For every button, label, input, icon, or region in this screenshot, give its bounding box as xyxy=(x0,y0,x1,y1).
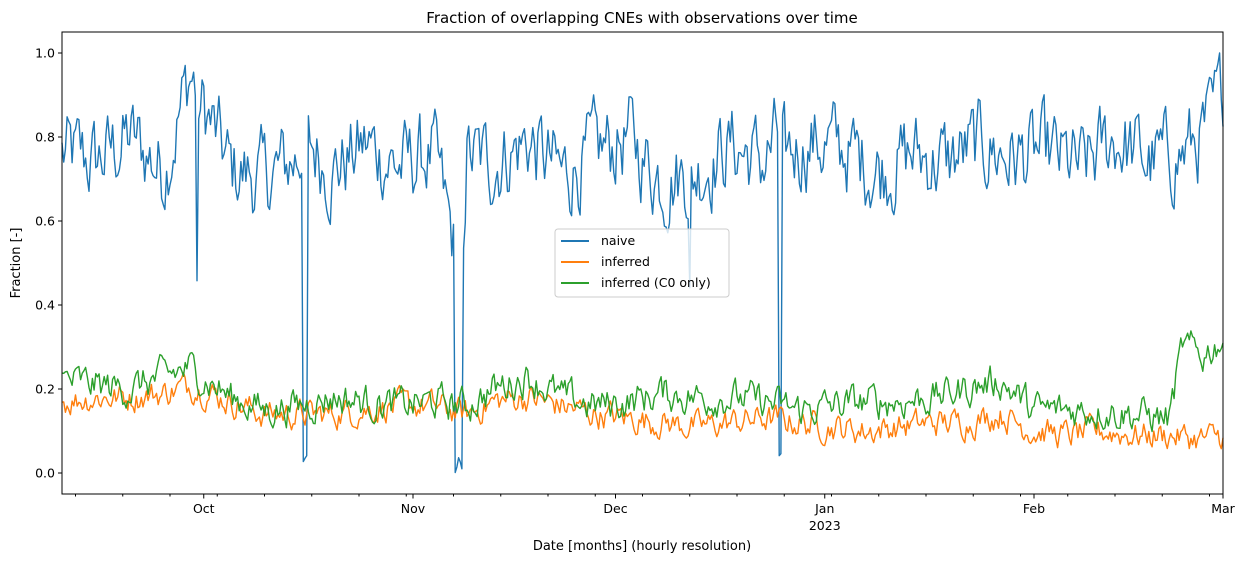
x-tick-label: Nov xyxy=(401,501,426,516)
legend-label-naive: naive xyxy=(601,233,635,248)
legend: naive inferred inferred (C0 only) xyxy=(554,228,730,298)
y-axis: 0.0 0.2 0.4 0.6 0.8 1.0 xyxy=(35,46,62,481)
x-tick-label: Mar xyxy=(1211,501,1235,516)
x-axis-label: Date [months] (hourly resolution) xyxy=(533,539,751,554)
legend-label-inferred-c0: inferred (C0 only) xyxy=(601,275,711,290)
chart-title: Fraction of overlapping CNEs with observ… xyxy=(426,9,857,27)
y-axis-label: Fraction [-] xyxy=(9,228,24,299)
plot-lines xyxy=(61,52,1224,474)
x-tick-sublabel: 2023 xyxy=(809,518,841,533)
x-tick-label: Oct xyxy=(193,501,215,516)
x-tick-label: Dec xyxy=(603,501,627,516)
series-line-naive xyxy=(61,52,1224,474)
y-tick-label: 0.8 xyxy=(35,130,55,145)
y-tick-label: 0.4 xyxy=(35,298,55,313)
legend-label-inferred: inferred xyxy=(601,254,650,269)
x-tick-label: Jan xyxy=(814,501,834,516)
y-tick-label: 0.6 xyxy=(35,214,55,229)
y-tick-label: 0.2 xyxy=(35,382,55,397)
series-line-inferred xyxy=(61,371,1224,450)
y-tick-label: 0.0 xyxy=(35,466,55,481)
x-axis: Oct Nov Dec Jan 2023 Feb Mar xyxy=(75,494,1236,533)
legend-box xyxy=(554,228,730,298)
y-tick-label: 1.0 xyxy=(35,46,55,61)
series-line-inferred-c0-only- xyxy=(61,330,1224,433)
x-tick-label: Feb xyxy=(1023,501,1045,516)
